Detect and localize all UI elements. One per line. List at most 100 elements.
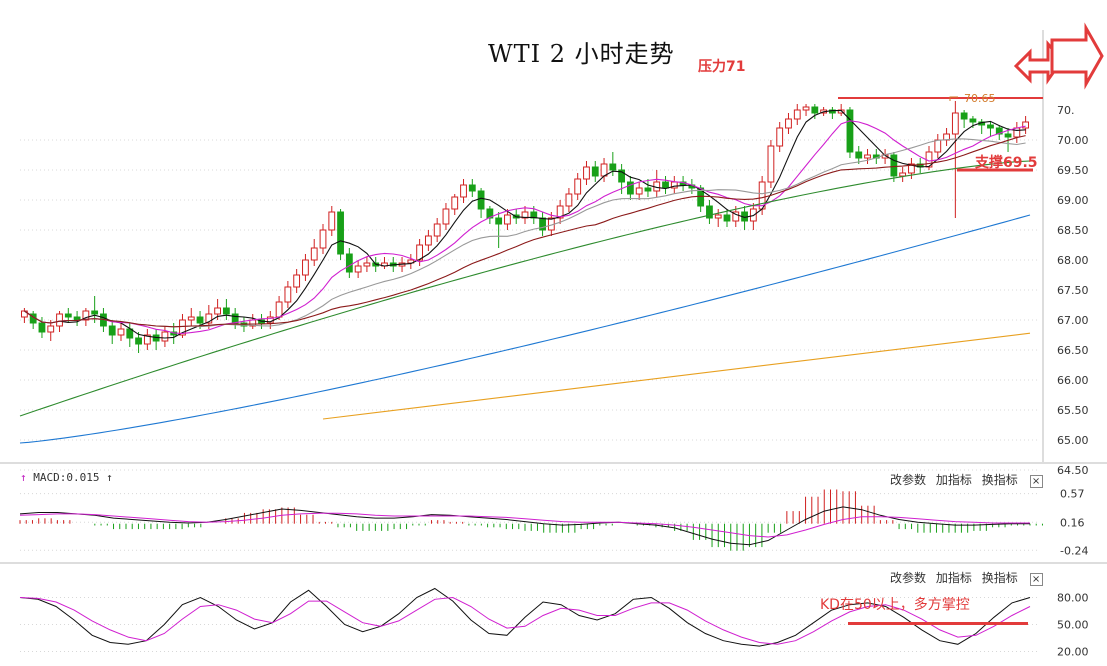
macd-dea-line xyxy=(19,512,1030,538)
y-tick-label: 68.00 xyxy=(1057,254,1089,267)
candle-body xyxy=(354,265,362,273)
y-tick-label: 70. xyxy=(1057,104,1075,117)
candle-body xyxy=(890,154,898,177)
close-icon[interactable]: × xyxy=(1029,573,1043,586)
candle-body xyxy=(960,112,968,120)
candle-body xyxy=(504,214,511,225)
candle-body xyxy=(995,127,1003,135)
ma-line xyxy=(19,214,1031,444)
candle-body xyxy=(987,124,994,129)
add-indicator-button[interactable]: 加指标 xyxy=(935,571,972,585)
candle-body xyxy=(635,187,643,195)
candle-body xyxy=(64,313,72,318)
candle-body xyxy=(934,139,942,153)
candle-body xyxy=(899,172,907,177)
candle-body xyxy=(302,259,309,276)
candle-body xyxy=(205,313,213,324)
y-tick-label: 69.00 xyxy=(1057,194,1089,207)
candle-body xyxy=(47,325,55,333)
support-note: 支撑69.5 xyxy=(975,155,1038,171)
candle-body xyxy=(91,310,99,315)
kd-d-line xyxy=(19,596,1031,645)
ma-line xyxy=(24,135,1026,328)
candle-body xyxy=(284,286,292,303)
kd-toolbar: 改参数 加指标 换指标 × xyxy=(884,569,1043,586)
candle-body xyxy=(662,181,669,189)
candle-body xyxy=(108,325,116,336)
edit-params-button[interactable]: 改参数 xyxy=(890,473,927,487)
y-tick-label: 70.00 xyxy=(1057,134,1089,147)
edit-params-button[interactable]: 改参数 xyxy=(890,571,927,585)
candle-body xyxy=(714,214,722,219)
candle-body xyxy=(293,274,301,288)
candle-body xyxy=(143,334,151,345)
candle-body xyxy=(1022,121,1030,129)
candle-body xyxy=(82,310,90,321)
y-tick-label: 0.57 xyxy=(1060,488,1085,501)
kd-k-line xyxy=(19,587,1031,647)
macd-arrow-icon: ↑ xyxy=(20,471,27,484)
candle-body xyxy=(802,106,810,111)
close-icon[interactable]: × xyxy=(1029,475,1043,488)
candle-body xyxy=(117,328,125,336)
candle-body xyxy=(583,166,590,180)
ma-line xyxy=(24,120,1026,335)
candle-body xyxy=(969,118,977,123)
candle-body xyxy=(468,184,476,192)
ma-line xyxy=(322,332,1031,420)
switch-indicator-button[interactable]: 换指标 xyxy=(981,571,1018,585)
candle-body xyxy=(951,112,959,135)
candle-body xyxy=(556,205,564,219)
candle-body xyxy=(222,307,230,315)
candle-body xyxy=(477,190,485,210)
candle-body xyxy=(451,196,459,210)
candle-body xyxy=(345,253,353,273)
y-tick-label: 66.50 xyxy=(1057,344,1089,357)
y-tick-label: 67.50 xyxy=(1057,284,1089,297)
candle-body xyxy=(179,319,186,336)
candle-body xyxy=(231,313,239,324)
y-tick-label: 50.00 xyxy=(1057,619,1089,632)
candle-body xyxy=(776,127,784,147)
high-marker-line xyxy=(949,96,958,101)
candle-body xyxy=(187,316,195,321)
candle-body xyxy=(644,187,652,192)
candle-body xyxy=(785,118,792,129)
candle-body xyxy=(793,109,801,120)
candle-body xyxy=(337,211,344,255)
y-tick-label: 69.50 xyxy=(1057,164,1089,177)
high-marker-label: 70.65 xyxy=(964,92,996,105)
candle-body xyxy=(442,208,450,225)
ma-line xyxy=(24,138,1026,328)
switch-indicator-button[interactable]: 换指标 xyxy=(981,473,1018,487)
candle-body xyxy=(1013,127,1021,138)
big-arrow-icon xyxy=(1050,22,1104,90)
candle-body xyxy=(609,163,617,171)
candle-body xyxy=(697,187,705,207)
candle-body xyxy=(811,106,819,114)
candle-body xyxy=(214,307,222,315)
candle-body xyxy=(196,316,204,324)
add-indicator-button[interactable]: 加指标 xyxy=(935,473,972,487)
candle-body xyxy=(363,262,371,267)
candle-body xyxy=(1004,133,1012,138)
candle-body xyxy=(73,316,81,321)
macd-dif-line xyxy=(19,506,1030,546)
candle-body xyxy=(600,163,608,177)
candle-body xyxy=(732,211,740,222)
candle-body xyxy=(161,331,169,342)
candle-body xyxy=(591,166,599,177)
y-tick-label: 65.00 xyxy=(1057,434,1089,447)
candle-body xyxy=(837,109,845,114)
y-tick-label: 68.50 xyxy=(1057,224,1089,237)
chart-title: WTI 2 小时走势 xyxy=(488,40,675,68)
macd-toolbar: 改参数 加指标 换指标 × xyxy=(884,471,1043,488)
candle-body xyxy=(319,229,327,249)
y-tick-label: -0.24 xyxy=(1060,544,1088,557)
candle-body xyxy=(495,217,503,225)
candle-body xyxy=(310,247,318,261)
y-tick-label: 0.16 xyxy=(1060,516,1085,529)
candle-body xyxy=(56,313,63,327)
